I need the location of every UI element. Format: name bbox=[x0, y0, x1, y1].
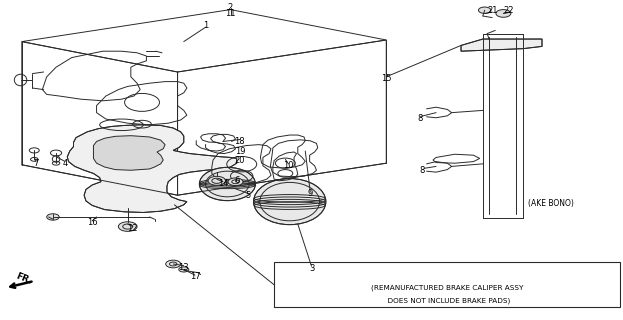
Polygon shape bbox=[461, 39, 542, 51]
Text: 22: 22 bbox=[503, 6, 513, 15]
Text: (AKE BONO): (AKE BONO) bbox=[528, 199, 574, 208]
Text: 16: 16 bbox=[87, 218, 98, 227]
Circle shape bbox=[228, 178, 243, 186]
Ellipse shape bbox=[199, 167, 255, 201]
Circle shape bbox=[179, 267, 189, 272]
Polygon shape bbox=[93, 136, 165, 170]
Text: 10: 10 bbox=[283, 161, 293, 170]
Text: 20: 20 bbox=[235, 156, 245, 165]
Text: 6: 6 bbox=[234, 176, 239, 185]
Text: 2: 2 bbox=[228, 3, 233, 12]
Text: 7: 7 bbox=[33, 159, 38, 168]
Circle shape bbox=[166, 260, 181, 268]
Text: 3: 3 bbox=[309, 264, 314, 273]
Circle shape bbox=[478, 7, 491, 13]
Text: 14: 14 bbox=[218, 179, 228, 188]
Ellipse shape bbox=[254, 179, 326, 225]
Circle shape bbox=[208, 176, 226, 185]
Text: 18: 18 bbox=[234, 137, 245, 146]
Text: 9: 9 bbox=[308, 189, 313, 198]
Bar bbox=[274, 262, 620, 307]
Text: DOES NOT INCLUDE BRAKE PADS): DOES NOT INCLUDE BRAKE PADS) bbox=[383, 298, 510, 304]
Text: (REMANUFACTURED BRAKE CALIPER ASSY: (REMANUFACTURED BRAKE CALIPER ASSY bbox=[371, 285, 523, 291]
Circle shape bbox=[47, 214, 59, 220]
Text: 12: 12 bbox=[128, 224, 138, 233]
Circle shape bbox=[118, 222, 137, 231]
Text: 19: 19 bbox=[235, 147, 245, 156]
Polygon shape bbox=[67, 125, 237, 212]
Text: 4: 4 bbox=[62, 159, 67, 168]
Text: 8: 8 bbox=[418, 114, 423, 123]
Text: 15: 15 bbox=[381, 74, 391, 83]
Circle shape bbox=[496, 10, 511, 17]
Text: 13: 13 bbox=[178, 263, 189, 272]
Text: 21: 21 bbox=[487, 6, 497, 15]
Text: 11: 11 bbox=[226, 9, 235, 18]
Text: 5: 5 bbox=[245, 191, 250, 200]
Text: 17: 17 bbox=[189, 272, 201, 281]
Text: 8: 8 bbox=[421, 166, 428, 175]
Text: FR.: FR. bbox=[14, 271, 33, 286]
Text: 1: 1 bbox=[203, 21, 208, 30]
